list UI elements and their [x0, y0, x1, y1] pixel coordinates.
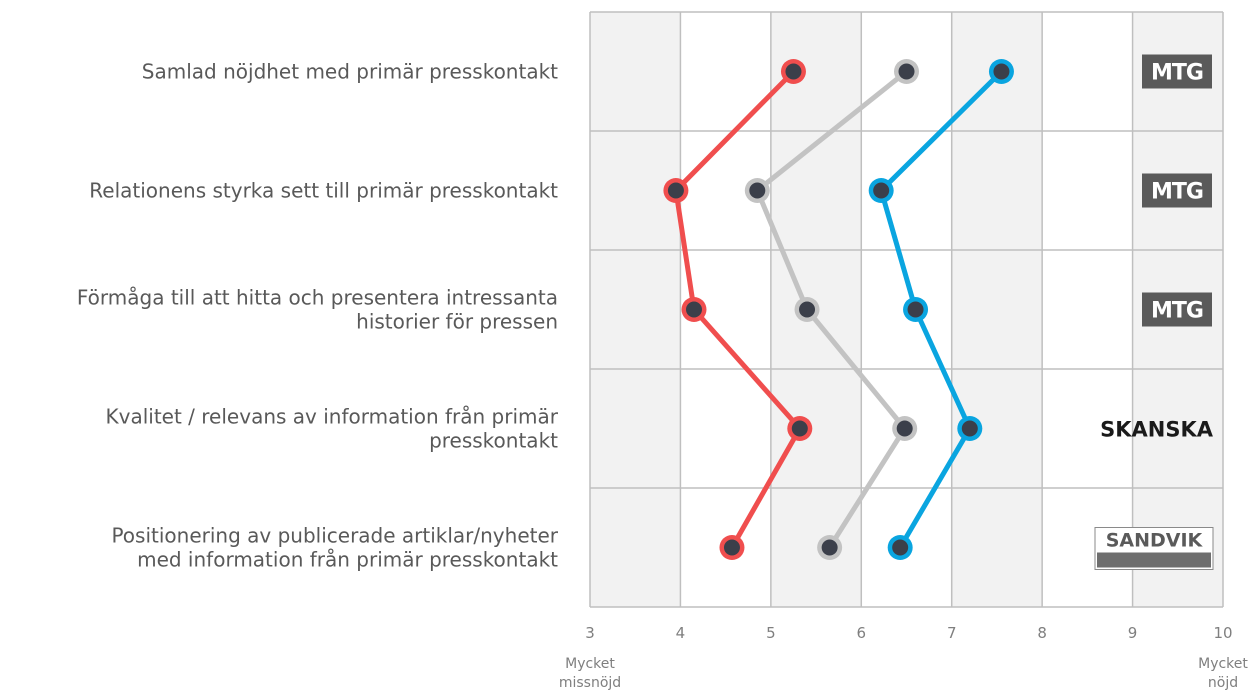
x-tick-label: 9 [1128, 624, 1138, 642]
category-label-line: Kvalitet / relevans av information från … [106, 405, 559, 429]
x-tick-label: 3 [585, 624, 595, 642]
data-point [961, 420, 978, 437]
column-band [1042, 12, 1133, 607]
sandvik-logo-bar [1097, 552, 1211, 568]
category-label: Samlad nöjdhet med primär presskontakt [142, 60, 558, 84]
mtg-logo-text: MTG [1151, 61, 1203, 86]
data-point [892, 539, 909, 556]
data-point [667, 182, 684, 199]
chart-series [663, 59, 1014, 560]
data-point [821, 539, 838, 556]
x-axis-left-label-line: missnöjd [559, 675, 621, 691]
x-axis-left-label: Mycket missnöjd [559, 656, 621, 691]
sandvik-logo: SANDVIK [1094, 527, 1214, 570]
data-point [749, 182, 766, 199]
row-logos: MTG MTG MTG SKANSKA SANDVIK [1094, 54, 1214, 570]
x-tick-label: 8 [1037, 624, 1047, 642]
category-label: Positionering av publicerade artiklar/ny… [111, 524, 558, 572]
chart-grid [589, 11, 1224, 608]
data-point [723, 539, 740, 556]
x-tick-label: 4 [676, 624, 686, 642]
x-axis-right-label: Mycket nöjd [1198, 656, 1248, 691]
skanska-logo: SKANSKA [1100, 418, 1214, 442]
mtg-logo: MTG [1142, 54, 1212, 89]
data-point [791, 420, 808, 437]
mtg-logo-background [1142, 54, 1212, 89]
mtg-logo-background [1142, 173, 1212, 208]
x-tick-label: 7 [947, 624, 957, 642]
x-axis-end-labels: Mycket missnöjd Mycket nöjd [559, 656, 1249, 691]
data-point [785, 63, 802, 80]
category-label-line: Samlad nöjdhet med primär presskontakt [142, 60, 558, 84]
data-point [685, 301, 702, 318]
x-axis-left-label-line: Mycket [565, 656, 615, 672]
column-band [590, 12, 681, 607]
data-point [799, 301, 816, 318]
x-axis-ticks: 3 4 5 6 7 8 9 10 [585, 624, 1232, 642]
data-point [993, 63, 1010, 80]
mtg-logo: MTG [1142, 173, 1212, 208]
mtg-logo-text: MTG [1151, 180, 1203, 205]
category-label-line: presskontakt [429, 429, 558, 453]
column-band [951, 12, 1043, 607]
category-label: Förmåga till att hitta och presentera in… [77, 286, 558, 334]
x-tick-label: 10 [1213, 624, 1232, 642]
category-labels: Samlad nöjdhet med primär presskontakt Re… [77, 60, 559, 572]
category-label: Kvalitet / relevans av information från … [106, 405, 559, 453]
category-label-line: Förmåga till att hitta och presentera in… [77, 286, 558, 310]
mtg-logo-background [1142, 292, 1212, 327]
data-point [873, 182, 890, 199]
category-label-line: Relationens styrka sett till primär pres… [89, 179, 558, 203]
category-label-line: historier för pressen [356, 310, 558, 334]
data-point [896, 420, 913, 437]
x-tick-label: 6 [857, 624, 867, 642]
x-tick-label: 5 [766, 624, 776, 642]
data-point [907, 301, 924, 318]
mtg-logo-text: MTG [1151, 299, 1203, 324]
category-label-line: med information från primär presskontakt [137, 548, 558, 572]
x-axis-right-label-line: Mycket [1198, 656, 1248, 672]
data-point [898, 63, 915, 80]
category-label: Relationens styrka sett till primär pres… [89, 179, 558, 203]
x-axis-right-label-line: nöjd [1208, 675, 1238, 691]
category-label-line: Positionering av publicerade artiklar/ny… [111, 524, 558, 548]
sandvik-logo-text: SANDVIK [1106, 530, 1204, 552]
mtg-logo: MTG [1142, 292, 1212, 327]
